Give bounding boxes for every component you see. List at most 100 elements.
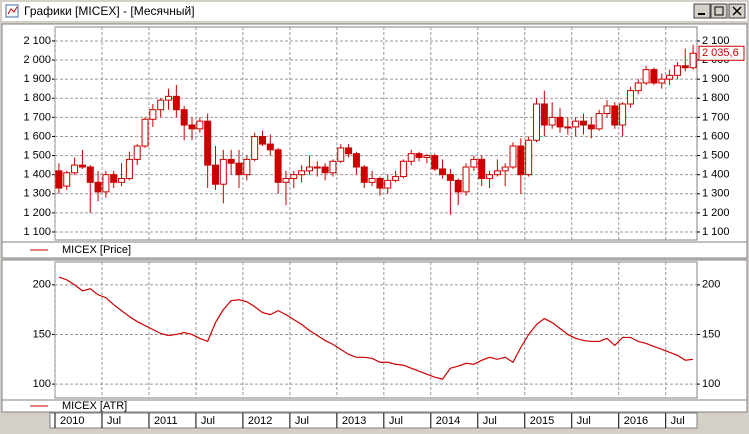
candle-body: [446, 174, 454, 181]
x-tick-label: Jul: [295, 415, 309, 427]
candle-body: [360, 166, 368, 183]
candle-body: [619, 103, 627, 126]
candle-body: [384, 179, 392, 189]
candle-body: [274, 149, 282, 183]
y-tick-label: 1 100: [702, 226, 730, 238]
candle-body: [86, 166, 94, 183]
y-tick-label: 1 600: [702, 130, 730, 142]
candle-body: [673, 65, 681, 76]
x-tick-label: Jul: [483, 415, 497, 427]
y-tick-label: 100: [702, 378, 720, 390]
candle-body: [243, 158, 251, 176]
candle-body: [165, 95, 173, 101]
y-tick-label: 1 100: [23, 226, 51, 238]
candle-body: [235, 162, 243, 176]
candle-body: [462, 166, 470, 193]
candle-body: [290, 174, 298, 179]
y-tick-label: 1 800: [23, 92, 51, 104]
candle-body: [611, 105, 619, 126]
candle-body: [125, 158, 133, 179]
y-tick-label: 1 400: [702, 169, 730, 181]
candle-body: [157, 99, 165, 111]
candle-body: [212, 164, 219, 185]
candle-body: [658, 78, 666, 84]
x-tick-label: 2013: [342, 415, 366, 427]
candle-body: [556, 116, 564, 128]
candle-body: [572, 120, 580, 128]
price-legend-strip: [1, 241, 748, 259]
candle-body: [548, 116, 556, 126]
time-axis: [49, 412, 698, 429]
x-tick-label: 2011: [154, 415, 178, 427]
title-bar: [2, 2, 747, 21]
y-tick-label: 1 800: [702, 92, 730, 104]
candle-body: [533, 103, 540, 141]
candle-body: [423, 155, 431, 158]
minimize-button[interactable]: [693, 3, 711, 19]
candle-body: [266, 143, 274, 151]
y-tick-label: 100: [33, 378, 51, 390]
candle-body: [470, 158, 478, 168]
window-buttons[interactable]: [693, 3, 746, 19]
candle-body: [399, 160, 407, 178]
y-tick-label: 1 200: [23, 207, 51, 219]
candle-body: [392, 176, 400, 181]
candle-body: [55, 170, 63, 189]
candle-body: [133, 145, 141, 160]
x-tick-label: 2016: [624, 415, 648, 427]
candle-body: [118, 177, 126, 183]
y-tick-label: 1 200: [702, 207, 730, 219]
window-icon: [5, 4, 19, 18]
candle-body: [298, 170, 306, 176]
close-glyph: [732, 6, 742, 16]
maximize-button[interactable]: [710, 3, 728, 19]
y-tick-label: 200: [702, 279, 720, 291]
candle-body: [258, 135, 266, 145]
y-tick-label: 1 900: [702, 73, 730, 85]
candle-body: [689, 52, 697, 69]
candle-body: [376, 177, 384, 189]
candle-body: [509, 145, 517, 168]
x-tick-label: 2010: [60, 415, 84, 427]
x-tick-label: Jul: [107, 415, 121, 427]
candle-body: [196, 120, 204, 130]
candle-body: [78, 164, 86, 168]
candle-body: [102, 174, 110, 193]
x-tick-label: Jul: [389, 415, 403, 427]
candle-body: [517, 145, 525, 176]
candle-body: [642, 69, 650, 84]
last-price-box: [698, 45, 745, 61]
candle-body: [486, 174, 494, 179]
candle-body: [501, 166, 509, 172]
candle-body: [540, 103, 548, 126]
x-tick-label: Jul: [671, 415, 685, 427]
candle-body: [666, 74, 674, 80]
candle-body: [493, 170, 501, 176]
candle-body: [368, 177, 376, 183]
candle-body: [110, 174, 118, 183]
candle-body: [478, 158, 486, 179]
y-tick-label: 1 500: [23, 149, 51, 161]
candle-body: [305, 166, 313, 172]
candle-body: [579, 120, 587, 126]
candle-body: [345, 147, 353, 155]
candle-body: [141, 118, 149, 147]
candle-body: [180, 109, 188, 126]
y-tick-label: 1 500: [702, 149, 730, 161]
y-tick-label: 1 700: [702, 111, 730, 123]
y-tick-label: 2 000: [23, 54, 51, 66]
candle-body: [94, 181, 102, 193]
y-tick-label: 150: [33, 328, 51, 340]
y-tick-label: 1 600: [23, 130, 51, 142]
window-title: Графики [MICEX] - [Месячный]: [24, 4, 195, 18]
candle-body: [313, 166, 321, 169]
candle-body: [407, 153, 415, 162]
x-tick-label: Jul: [577, 415, 591, 427]
candle-body: [219, 158, 227, 185]
candle-body: [63, 172, 71, 187]
candle-body: [204, 120, 212, 166]
x-tick-label: 2012: [248, 415, 272, 427]
candle-body: [282, 177, 290, 183]
legend-label: MICEX [ATR]: [62, 400, 127, 412]
